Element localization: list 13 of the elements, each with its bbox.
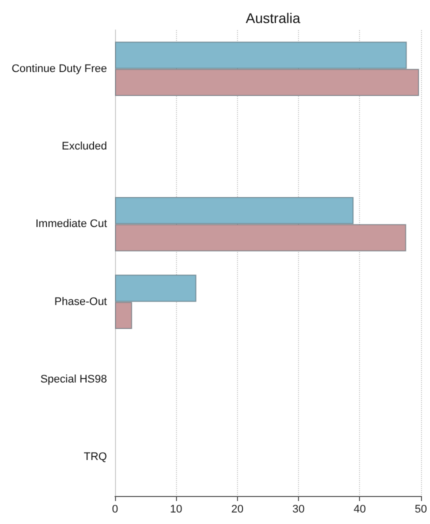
x-tick-label: 40	[354, 504, 366, 516]
x-tick-label: 30	[292, 504, 305, 516]
y-tick-label: Phase-Out	[54, 296, 107, 308]
y-tick-label: Immediate Cut	[35, 218, 107, 230]
y-tick-label: Special HS98	[40, 374, 107, 386]
x-tick-label: 20	[231, 504, 244, 516]
y-tick-label: TRQ	[84, 451, 108, 464]
chart-title: Australia	[246, 10, 300, 26]
x-tick-label: 10	[170, 504, 182, 516]
y-tick-label: Continue Duty Free	[12, 62, 107, 75]
x-tick-label: 0	[112, 504, 118, 516]
x-tick-label: 50	[414, 504, 428, 516]
y-tick-label: Excluded	[62, 140, 107, 152]
